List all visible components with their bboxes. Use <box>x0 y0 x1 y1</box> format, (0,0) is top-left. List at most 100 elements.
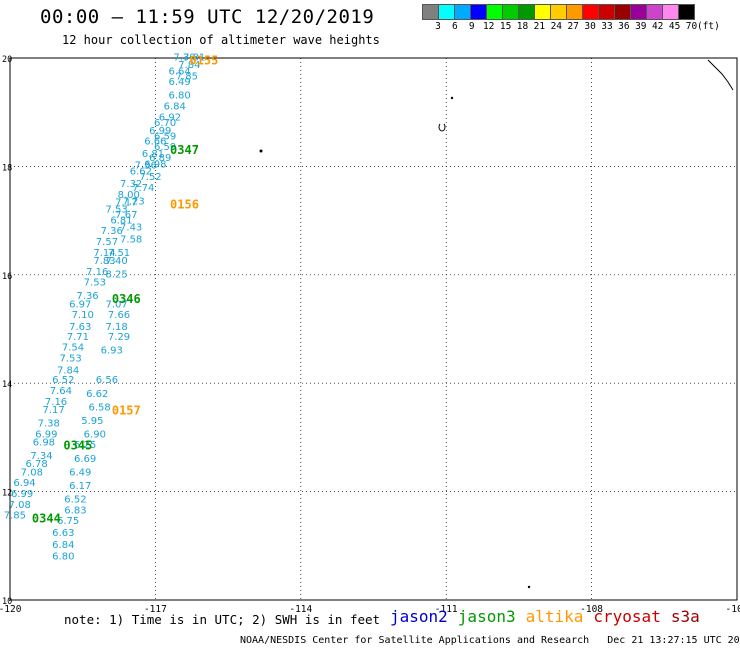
swh-value: 7.07 <box>105 299 127 310</box>
swh-value: 8.00 <box>118 190 140 201</box>
swh-value: 7.23 <box>122 196 144 207</box>
swh-value: 7.54 <box>62 343 84 354</box>
swh-value: 7.30 <box>173 53 195 64</box>
swh-value: 6.75 <box>57 516 79 527</box>
swh-value: 6.52 <box>52 375 74 386</box>
swh-value: 7.71 <box>67 332 89 343</box>
color-scale-label: 27 <box>567 21 579 32</box>
swh-value: 7.18 <box>105 322 127 333</box>
y-tick-label: 12 <box>2 489 12 499</box>
swh-value: 7.84 <box>178 60 200 71</box>
color-scale-label: 18 <box>516 21 529 32</box>
swh-value: 6.69 <box>74 454 96 465</box>
swh-value: 6.59 <box>154 131 176 142</box>
swh-value: 7.40 <box>105 256 127 267</box>
color-scale-label: 42 <box>651 21 664 32</box>
pass-time-label: 0346 <box>112 292 141 306</box>
swh-value: 7.29 <box>108 332 130 343</box>
swh-value: 7.38 <box>38 419 60 430</box>
swh-value: 7.57 <box>96 237 118 248</box>
pass-time-label: 0345 <box>63 439 92 453</box>
color-scale-label: 12 <box>482 21 495 32</box>
color-scale-label: (ft) <box>696 21 720 32</box>
swh-value: 7.34 <box>30 451 52 462</box>
pass-time-label: 0155 <box>189 54 218 68</box>
swh-value: 6.59 <box>154 142 176 153</box>
swh-value: 7.36 <box>76 291 98 302</box>
swh-value: 6.58 <box>89 402 111 413</box>
swh-value: 7.58 <box>120 234 142 245</box>
pass-time-label: 0157 <box>112 403 141 417</box>
coastline <box>707 59 734 91</box>
color-scale-label: 70 <box>685 21 698 32</box>
swh-value: 6.70 <box>154 118 176 129</box>
swh-value: 6.83 <box>64 505 86 516</box>
swh-value: 7.84 <box>57 365 79 376</box>
island <box>259 149 263 153</box>
units-note: note: 1) Time is in UTC; 2) SWH is in fe… <box>64 612 381 627</box>
swh-value: 7.08 <box>9 500 31 511</box>
color-scale-label: 24 <box>550 21 563 32</box>
swh-value: 7.53 <box>59 354 81 365</box>
swh-value: 7.10 <box>72 310 94 321</box>
swh-value: 6.81 <box>142 149 164 160</box>
swh-value: 7.16 <box>86 267 108 278</box>
pass-time-label: 0344 <box>32 512 61 526</box>
x-tick-label: -108 <box>580 604 603 615</box>
swh-value: 7.36 <box>135 161 157 172</box>
swh-value: 6.25 <box>74 440 96 451</box>
swh-value: 6.63 <box>52 528 74 539</box>
swh-value: 8.25 <box>105 270 127 281</box>
swh-value: 7.31 <box>183 53 205 64</box>
swh-value: 6.92 <box>159 112 181 123</box>
pass-time-label: 0347 <box>170 143 199 157</box>
swh-value: 6.62 <box>86 389 108 400</box>
color-scale-bar <box>422 4 695 20</box>
swh-value: 6.93 <box>101 345 123 356</box>
swh-value: 6.52 <box>64 494 86 505</box>
swh-value: 7.53 <box>105 204 127 215</box>
color-swatch <box>678 4 695 20</box>
color-scale-label: 15 <box>499 21 512 32</box>
swh-value: 5.95 <box>81 416 103 427</box>
color-scale-label: 6 <box>452 21 458 32</box>
swh-value: 7.63 <box>69 322 91 333</box>
legend-s3a: s3a <box>670 607 700 626</box>
color-scale-label: 21 <box>533 21 546 32</box>
swh-value: 7.36 <box>101 226 123 237</box>
swh-value: 7.66 <box>108 310 130 321</box>
chart-title: 00:00 — 11:59 UTC 12/20/2019 <box>40 6 375 28</box>
legend-altika: altika <box>525 607 584 626</box>
swh-value: 6.84 <box>164 101 186 112</box>
swh-value: 6.89 <box>149 153 171 164</box>
x-tick-label: -117 <box>144 604 167 615</box>
swh-value: 7.53 <box>84 278 106 289</box>
swh-value: 6.97 <box>69 299 91 310</box>
swh-value: 7.32 <box>120 179 142 190</box>
swh-value: 7.16 <box>45 397 67 408</box>
swh-value: 7.52 <box>139 172 161 183</box>
island <box>438 123 446 132</box>
x-tick-label: -120 <box>0 604 22 615</box>
swh-value: 7.08 <box>21 467 43 478</box>
swh-value: 7.14 <box>93 248 115 259</box>
swh-value: 7.43 <box>120 222 142 233</box>
chart-subtitle: 12 hour collection of altimeter wave hei… <box>62 33 380 47</box>
swh-value: 6.98 <box>33 438 55 449</box>
swh-value: 6.80 <box>169 91 191 102</box>
swh-value: 6.49 <box>69 467 91 478</box>
swh-value: 6.17 <box>69 481 91 492</box>
y-tick-label: 10 <box>2 597 12 607</box>
swh-value: 6.62 <box>130 167 152 178</box>
color-scale-label: 30 <box>584 21 596 32</box>
swh-value: 6.56 <box>96 375 118 386</box>
color-scale-label: 36 <box>618 21 630 32</box>
swh-value: 6.99 <box>149 126 171 137</box>
color-scale-label: 33 <box>601 21 613 32</box>
color-scale-label: 45 <box>668 21 681 32</box>
swh-value: 7.64 <box>50 386 72 397</box>
legend-cryosat: cryosat <box>593 607 661 626</box>
swh-value: 6.80 <box>52 551 74 562</box>
swh-value: 7.85 <box>4 511 26 522</box>
swh-value: 6.99 <box>35 429 57 440</box>
